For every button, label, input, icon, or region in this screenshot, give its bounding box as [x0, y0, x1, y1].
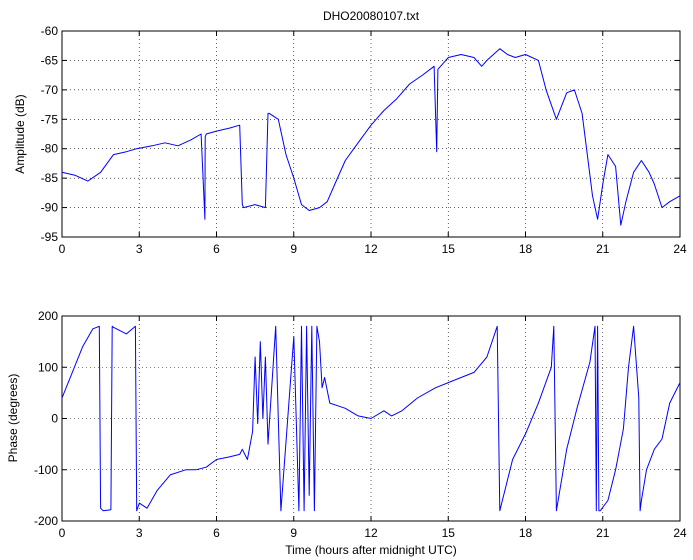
phase-y-tick-labels: 200 100 0 -100 -200 — [34, 309, 58, 528]
amplitude-plot-frame — [61, 30, 681, 238]
x-tick-label: 18 — [519, 526, 533, 540]
amplitude-series-line — [61, 48, 681, 226]
y-tick-label: -100 — [34, 463, 58, 477]
amplitude-x-tick-labels: 0 3 6 9 12 15 18 21 24 — [59, 242, 687, 256]
phase-plot: 0 3 6 9 12 15 18 21 24 200 100 0 -100 -200 Time (hou… — [6, 309, 687, 557]
y-tick-label: 200 — [38, 309, 58, 323]
y-tick-label: 100 — [38, 360, 58, 374]
x-tick-label: 9 — [290, 242, 297, 256]
x-tick-label: 6 — [213, 526, 220, 540]
x-tick-label: 9 — [290, 526, 297, 540]
y-tick-label: -85 — [41, 171, 59, 185]
amplitude-ticks — [61, 30, 681, 238]
y-tick-label: -80 — [41, 142, 59, 156]
phase-y-axis-label: Phase (degrees) — [6, 374, 20, 463]
x-tick-label: 3 — [136, 242, 143, 256]
amplitude-plot: 0 3 6 9 12 15 18 21 24 -60-65-70-75-80-85-90-95 … — [13, 9, 687, 256]
y-tick-label: -95 — [41, 230, 59, 244]
x-tick-label: 18 — [519, 242, 533, 256]
y-tick-label: -200 — [34, 514, 58, 528]
x-tick-label: 15 — [442, 526, 456, 540]
y-tick-label: -60 — [41, 24, 59, 38]
x-tick-label: 21 — [596, 526, 610, 540]
x-tick-label: 21 — [596, 242, 610, 256]
amplitude-grid — [62, 31, 680, 237]
phase-x-axis-label: Time (hours after midnight UTC) — [285, 543, 457, 557]
x-tick-label: 6 — [213, 242, 220, 256]
amplitude-y-tick-labels: -60 -65 -70 -75 -80 -85 -90 -95 — [41, 24, 59, 244]
x-tick-label: 15 — [442, 242, 456, 256]
y-tick-label: -90 — [41, 201, 59, 215]
phase-x-tick-labels: 0 3 6 9 12 15 18 21 24 — [59, 526, 687, 540]
y-tick-label: -75 — [41, 112, 59, 126]
x-tick-label: 3 — [136, 526, 143, 540]
phase-series-line — [61, 325, 681, 512]
x-tick-label: 0 — [59, 242, 66, 256]
x-tick-label: 24 — [673, 526, 687, 540]
amplitude-y-axis-label: Amplitude (dB) — [13, 94, 27, 173]
y-tick-label: 0 — [51, 412, 58, 426]
x-tick-label: 24 — [673, 242, 687, 256]
phase-ticks — [61, 315, 681, 522]
x-tick-label: 12 — [364, 242, 378, 256]
x-tick-label: 12 — [364, 526, 378, 540]
x-tick-label: 0 — [59, 526, 66, 540]
y-tick-label: -70 — [41, 83, 59, 97]
y-tick-label: -65 — [41, 53, 59, 67]
amplitude-chart-title: DHO20080107.txt — [323, 9, 420, 23]
